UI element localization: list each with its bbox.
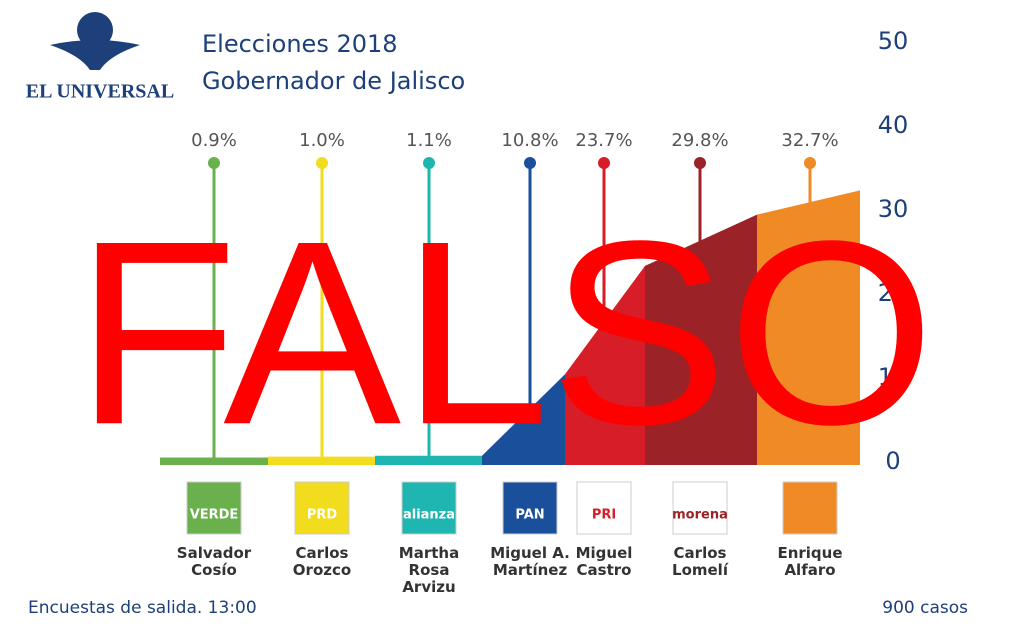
stamp: FALSO <box>75 186 935 479</box>
lollipop-dot <box>316 157 328 169</box>
footnote: Encuestas de salida. 13:00 <box>28 598 257 618</box>
candidate-name: Martha Rosa Arvizu <box>398 544 460 596</box>
party-name: alianza <box>403 508 455 523</box>
chart-subtitle: Gobernador de Jalisco <box>202 67 465 95</box>
candidate-name: Carlos Lomelí <box>672 544 728 579</box>
lollipop-dot <box>423 157 435 169</box>
party-logo <box>502 481 558 535</box>
y-tick-label: 30 <box>878 195 909 223</box>
lollipop-dot <box>208 157 220 169</box>
value-label: 29.8% <box>671 130 728 151</box>
logo-emblem <box>50 12 140 70</box>
brand: EL UNIVERSAL <box>26 81 174 103</box>
value-label: 32.7% <box>781 130 838 151</box>
party-name: PRD <box>307 508 338 523</box>
cases: 900 casos <box>882 598 968 618</box>
value-label: 23.7% <box>575 130 632 151</box>
y-tick-label: 40 <box>878 111 909 139</box>
party-name: morena <box>672 508 728 523</box>
value-label: 0.9% <box>191 130 237 151</box>
candidate-name: Salvador Cosío <box>176 544 252 579</box>
lollipop-dot <box>524 157 536 169</box>
party-logo <box>672 481 728 535</box>
area-segment <box>482 374 565 465</box>
party-logo <box>782 481 838 535</box>
value-label: 1.0% <box>299 130 345 151</box>
value-label: 10.8% <box>501 130 558 151</box>
party-name: PRI <box>592 508 616 523</box>
y-tick-label: 10 <box>878 363 909 391</box>
lollipop-dot <box>598 157 610 169</box>
party-logo <box>576 481 632 535</box>
value-label: 1.1% <box>406 130 452 151</box>
lollipop-dot <box>694 157 706 169</box>
party-logo <box>294 481 350 535</box>
lollipop-dot <box>804 157 816 169</box>
y-tick-label: 20 <box>878 279 909 307</box>
candidate-name: Miguel Castro <box>575 544 633 579</box>
party-name: PAN <box>515 508 544 523</box>
chart-title: Elecciones 2018 <box>202 30 398 58</box>
candidate-name: Carlos Orozco <box>292 544 352 579</box>
candidate-name: Miguel A. Martínez <box>490 544 570 579</box>
y-tick-label: 0 <box>885 447 900 475</box>
party-logo <box>401 481 457 535</box>
y-tick-label: 50 <box>878 27 909 55</box>
candidate-name: Enrique Alfaro <box>777 544 843 579</box>
party-logo <box>186 481 242 535</box>
party-name: VERDE <box>190 508 239 523</box>
